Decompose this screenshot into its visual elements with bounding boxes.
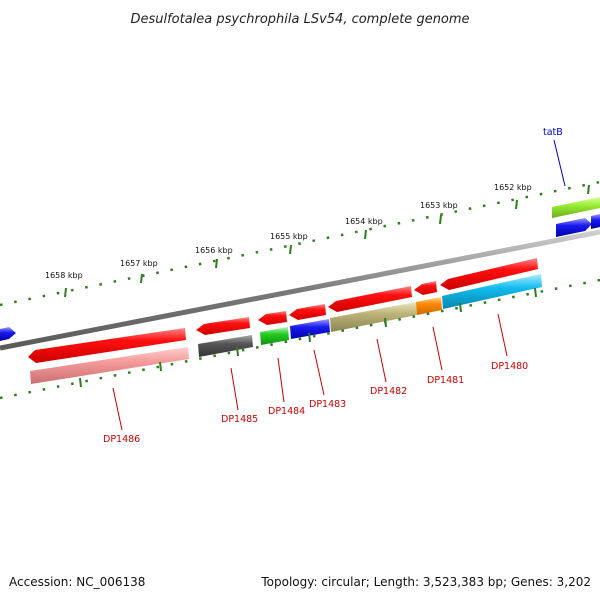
feature-red-3 — [258, 311, 287, 325]
gene-label-dp1483: DP1483 — [309, 399, 346, 410]
gene-label-dp1485: DP1485 — [221, 414, 258, 425]
gene-label-tatb: tatB — [543, 127, 563, 138]
feature-grey — [198, 335, 253, 357]
feature-red-6 — [414, 281, 437, 295]
gene-label-dp1480: DP1480 — [491, 361, 528, 372]
feature-red-5 — [328, 286, 412, 312]
inner-scale-ring — [0, 278, 600, 400]
feature-forward-lime — [552, 197, 600, 218]
genome-backbone — [0, 229, 600, 351]
scale-label-1657: 1657 kbp — [120, 259, 158, 268]
scale-label-1654: 1654 kbp — [345, 217, 383, 226]
gene-label-dp1486: DP1486 — [103, 434, 140, 445]
topology-text: Topology: circular; Length: 3,523,383 bp… — [261, 575, 591, 589]
feature-cyan — [442, 274, 542, 309]
scale-label-1655: 1655 kbp — [270, 232, 308, 241]
gene-label-dp1484: DP1484 — [268, 406, 305, 417]
feature-orange — [416, 297, 442, 315]
feature-pink — [30, 347, 189, 384]
scale-label-1658: 1658 kbp — [45, 271, 83, 280]
map-title: Desulfotalea psychrophila LSv54, complet… — [130, 12, 469, 27]
feature-red-7 — [440, 258, 538, 290]
feature-red-2 — [196, 317, 250, 335]
feature-forward-blue-left — [0, 327, 16, 341]
feature-forward-blue-b — [591, 214, 600, 229]
label-leader-tatb — [553, 139, 566, 187]
scale-label-1652: 1652 kbp — [494, 183, 532, 192]
feature-red-4 — [289, 304, 326, 320]
scale-label-1653: 1653 kbp — [420, 201, 458, 210]
label-leaders — [112, 313, 508, 431]
gene-label-dp1481: DP1481 — [427, 375, 464, 386]
accession-text: Accession: NC_006138 — [9, 575, 146, 589]
outer-scale-ring — [0, 180, 600, 307]
feature-forward-blue-a — [556, 218, 592, 237]
feature-blue — [290, 319, 330, 339]
reverse-inner-track — [28, 258, 538, 363]
feature-green — [260, 327, 289, 345]
feature-red-1 — [28, 328, 186, 363]
scale-label-1656: 1656 kbp — [195, 246, 233, 255]
feature-olive — [330, 302, 417, 332]
gene-label-dp1482: DP1482 — [370, 386, 407, 397]
